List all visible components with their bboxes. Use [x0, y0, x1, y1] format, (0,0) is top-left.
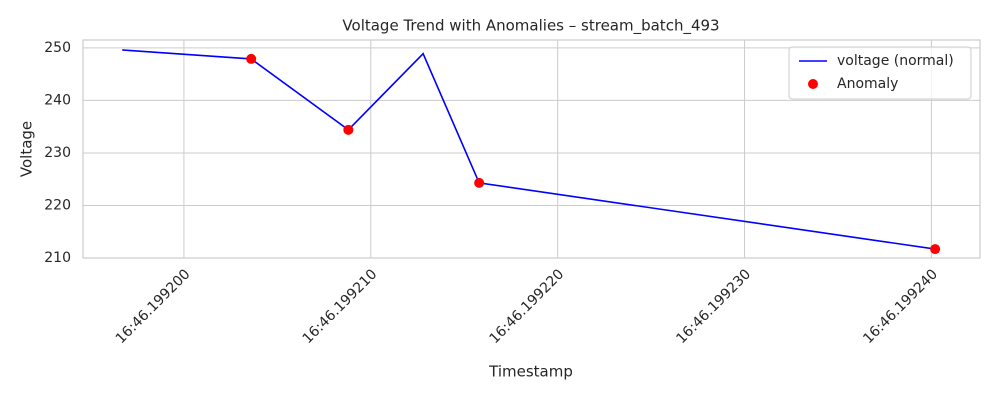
anomaly-point — [930, 244, 941, 255]
anomaly-point — [246, 53, 257, 64]
y-axis-label: Voltage — [18, 121, 36, 177]
x-tick-label: 16:46.199230 — [673, 266, 754, 347]
y-tick-label: 230 — [44, 145, 71, 161]
plot-frame — [82, 39, 981, 259]
anomaly-point — [474, 177, 485, 188]
legend-box — [788, 46, 972, 100]
line — [122, 49, 936, 250]
y-tick-label: 240 — [44, 92, 71, 108]
legend-label: voltage (normal) — [837, 53, 954, 69]
x-tick-label: 16:46.199200 — [113, 266, 194, 347]
chart-title: Voltage Trend with Anomalies – stream_ba… — [342, 17, 719, 36]
y-tick-label: 220 — [44, 197, 71, 213]
y-tick-label: 210 — [44, 250, 71, 266]
legend-label: Anomaly — [837, 76, 898, 92]
legend-swatch — [808, 79, 818, 89]
x-tick-label: 16:46.199240 — [860, 266, 941, 347]
x-tick-label: 16:46.199220 — [487, 266, 568, 347]
anomaly-point — [343, 124, 354, 135]
x-tick-label: 16:46.199210 — [300, 266, 381, 347]
x-axis-label: Timestamp — [488, 363, 573, 381]
y-tick-label: 250 — [44, 40, 71, 56]
